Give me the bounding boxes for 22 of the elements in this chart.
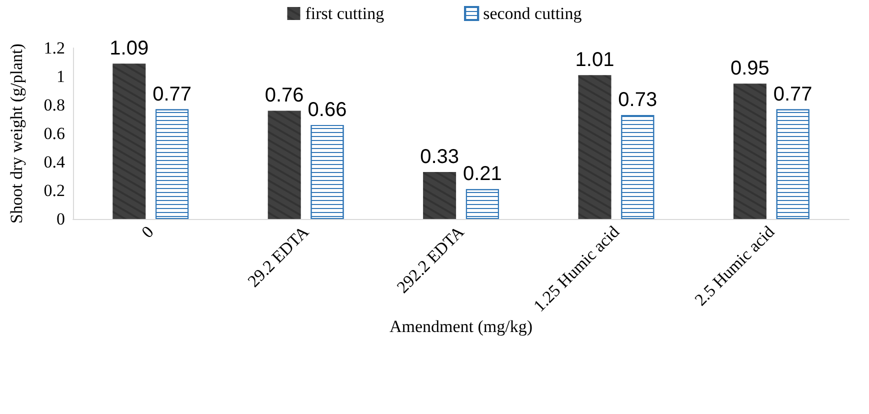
data-label: 1.01	[575, 49, 614, 72]
y-tick-label: 0.8	[44, 96, 65, 114]
y-tick-label: 0.2	[44, 181, 65, 200]
data-label: 0.21	[462, 163, 502, 186]
data-label: 1.09	[110, 38, 149, 60]
x-tick-label: 0	[138, 222, 158, 242]
y-tick-label: 0	[56, 210, 65, 228]
data-label: 0.33	[420, 146, 460, 168]
y-axis-title: Shoot dry weight (g/plant)	[7, 44, 26, 224]
y-tick-label: 0.4	[44, 152, 66, 172]
y-tick-label: 1.2	[44, 38, 65, 58]
legend-label: first cutting	[305, 4, 385, 23]
data-label: 0.76	[264, 84, 304, 107]
y-tick-label: 1	[56, 67, 65, 86]
y-tick-label: 0.6	[44, 124, 65, 143]
data-label: 0.66	[308, 98, 347, 121]
legend-label: second cutting	[483, 4, 582, 23]
data-label: 0.73	[618, 88, 658, 111]
data-label: 0.77	[773, 83, 812, 106]
data-label: 0.77	[152, 83, 192, 106]
x-axis-title: Amendment (mg/kg)	[389, 316, 533, 336]
data-label: 0.95	[730, 58, 770, 80]
